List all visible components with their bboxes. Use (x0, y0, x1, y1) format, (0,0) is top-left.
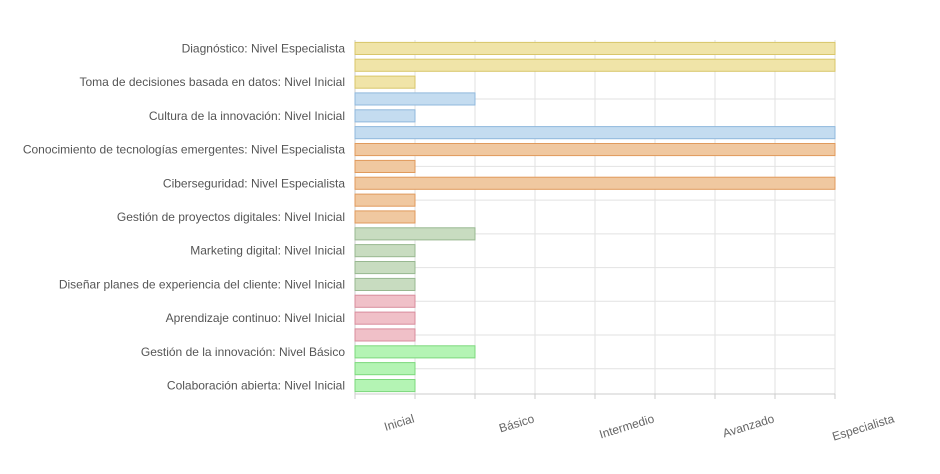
x-tick-label: Avanzado (721, 411, 776, 440)
x-tick-label: Intermedio (598, 411, 657, 441)
bar[interactable] (354, 143, 836, 157)
category-label: Gestión de proyectos digitales: Nivel In… (117, 210, 345, 224)
bar[interactable] (354, 362, 416, 376)
bar[interactable] (354, 92, 476, 106)
x-tick-labels: Inicial Básico Intermedio Avanzado Especiali… (382, 411, 896, 443)
category-label: Marketing digital: Nivel Inicial (190, 244, 345, 258)
bar[interactable] (354, 277, 416, 291)
bar[interactable] (354, 379, 416, 393)
bar[interactable] (354, 227, 476, 241)
category-label: Cultura de la innovación: Nivel Inicial (149, 109, 345, 123)
category-label: Colaboración abierta: Nivel Inicial (167, 379, 345, 393)
category-label: Diseñar planes de experiencia del client… (59, 277, 345, 291)
bar[interactable] (354, 210, 416, 224)
bar[interactable] (354, 261, 416, 275)
category-label: Toma de decisiones basada en datos: Nive… (80, 75, 346, 89)
x-tick-label: Especialista (831, 411, 897, 443)
category-label: Conocimiento de tecnologías emergentes: … (23, 143, 345, 157)
category-label: Ciberseguridad: Nivel Especialista (163, 176, 345, 190)
category-label: Gestión de la innovación: Nivel Básico (141, 345, 345, 359)
category-labels: Diagnóstico: Nivel Especialista Toma de d… (23, 41, 345, 392)
x-tick-label: Básico (497, 411, 536, 435)
bar[interactable] (354, 244, 416, 258)
bar[interactable] (354, 345, 476, 359)
bar[interactable] (354, 159, 416, 173)
bar[interactable] (354, 311, 416, 325)
x-tick-label: Inicial (382, 411, 415, 433)
category-label: Aprendizaje continuo: Nivel Inicial (166, 311, 345, 325)
bar[interactable] (354, 58, 836, 72)
bars (354, 41, 836, 393)
bar[interactable] (354, 176, 836, 190)
bar[interactable] (354, 193, 416, 207)
bar[interactable] (354, 328, 416, 342)
category-label: Diagnóstico: Nivel Especialista (182, 41, 346, 55)
bar[interactable] (354, 109, 416, 123)
bar[interactable] (354, 294, 416, 308)
bar[interactable] (354, 41, 836, 56)
bar[interactable] (354, 126, 836, 140)
bar[interactable] (354, 75, 416, 89)
